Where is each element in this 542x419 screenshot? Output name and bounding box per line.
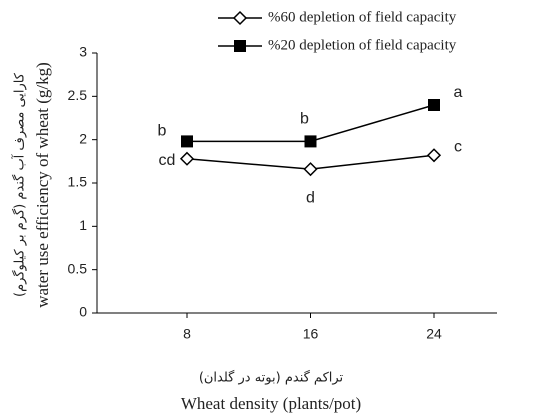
y-tick-label: 2.5 — [68, 87, 88, 103]
y-tick-label: 1 — [79, 217, 87, 233]
x-axis-label-fa: تراکم گندم (بوته در گلدان) — [199, 370, 344, 386]
point-letter: b — [300, 111, 309, 128]
point-letter: c — [454, 138, 462, 155]
point-letter: d — [306, 189, 315, 206]
marker — [428, 99, 440, 111]
x-axis-label: Wheat density (plants/pot) — [181, 394, 361, 413]
legend-label: %20 depletion of field capacity — [268, 37, 457, 53]
point-letter: cd — [159, 152, 176, 169]
point-letter: b — [158, 123, 167, 140]
y-tick-label: 3 — [79, 44, 87, 60]
y-axis-label: water use efficiency of wheat (g/kg) — [33, 62, 52, 308]
marker — [179, 151, 195, 166]
y-axis-label-fa: کارایی مصرف آب گندم (گرم بر کیلوگرم) — [11, 72, 28, 297]
marker — [304, 135, 317, 148]
marker — [234, 40, 246, 52]
marker — [181, 135, 193, 148]
x-tick-label: 24 — [426, 326, 442, 342]
x-tick-label: 8 — [183, 326, 191, 342]
y-tick-label: 2 — [79, 130, 87, 146]
marker — [426, 148, 442, 163]
y-tick-label: 0 — [79, 304, 87, 320]
marker — [303, 162, 318, 177]
legend-label: %60 depletion of field capacity — [268, 9, 457, 25]
x-tick-label: 16 — [303, 326, 319, 342]
y-tick-label: 0.5 — [68, 260, 88, 276]
marker — [232, 10, 248, 26]
point-letter: a — [454, 84, 463, 101]
y-tick-label: 1.5 — [68, 174, 88, 190]
